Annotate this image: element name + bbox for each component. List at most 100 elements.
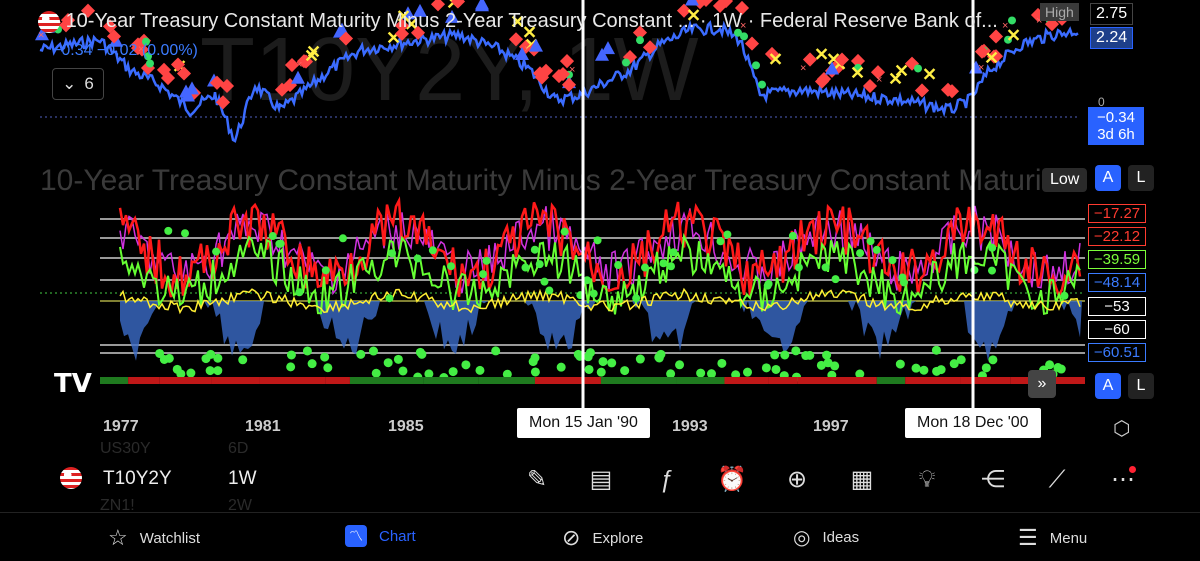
signal-dot (1056, 364, 1066, 374)
indicator-axis-label: −60.51 (1088, 343, 1146, 362)
ghost-symbol-top: US30Y (100, 440, 151, 457)
signal-dot (584, 364, 594, 374)
signal-dot (186, 368, 196, 378)
indicator-icon[interactable]: ƒ (659, 466, 673, 493)
marker-triangle (35, 27, 49, 41)
signal-dot (743, 367, 753, 377)
layout-icon[interactable]: ▦ (850, 466, 874, 493)
marker-dot (740, 32, 748, 41)
signal-dot (607, 358, 617, 368)
signal-dot (919, 365, 929, 375)
nav-menu[interactable]: ☰ Menu (1018, 525, 1087, 551)
signal-dot-upper (763, 281, 772, 290)
marker-diamond (718, 0, 734, 9)
collapse-indicators-button[interactable]: ⌄ 6 (52, 68, 104, 100)
marker-x: × (138, 43, 144, 55)
signal-dot (286, 350, 296, 360)
interval-selector[interactable]: 1W (228, 468, 257, 489)
indicator-axis-label: −39.59 (1088, 250, 1146, 269)
signal-dot (424, 369, 434, 379)
signal-dot (654, 353, 664, 363)
signal-dot (761, 363, 771, 373)
signal-dot (596, 367, 606, 377)
high-value: 2.75 (1090, 3, 1134, 25)
notes-icon[interactable]: ▤ (589, 466, 613, 493)
marker-dot (914, 64, 922, 73)
signal-dot (530, 353, 540, 363)
band-segment (1049, 377, 1085, 384)
signal-dot (213, 353, 223, 363)
pane-auto-scale-button[interactable]: A (1095, 373, 1121, 399)
chart-canvas[interactable]: T10Y2Y, 1W 10-Year Treasury Constant Mat… (0, 0, 1200, 460)
log-scale-button[interactable]: L (1128, 165, 1154, 191)
signal-dot (356, 349, 366, 359)
settings-hex-icon[interactable]: ⬡ (1113, 418, 1131, 440)
signal-dot-upper (583, 276, 592, 285)
chevron-down-icon: ⌄ (62, 74, 77, 93)
signal-dot (461, 360, 471, 370)
marker-diamond (692, 0, 708, 10)
marker-x: × (876, 74, 882, 86)
nav-watchlist[interactable]: ☆ Watchlist (108, 525, 200, 551)
signal-dot-upper (614, 261, 623, 270)
signal-dot-upper (521, 263, 530, 272)
signal-dot (213, 366, 223, 376)
ideas-bulb-icon[interactable]: 💡︎ (918, 466, 936, 493)
pane-log-scale-button[interactable]: L (1128, 373, 1154, 399)
nav-chart[interactable]: 〽 Chart (345, 525, 416, 547)
year-label: 1981 (245, 418, 281, 435)
signal-dot-upper (723, 230, 732, 239)
marker-diamond (802, 52, 818, 67)
signal-dot-upper (666, 262, 675, 271)
marker-diamond (988, 29, 1004, 44)
signal-dot (320, 352, 330, 362)
draw-icon[interactable]: ✎ (526, 466, 548, 493)
marker-diamond (508, 32, 524, 47)
watermark-title: 10-Year Treasury Constant Maturity Minus… (40, 164, 1051, 197)
nav-ideas[interactable]: ◎ Ideas (793, 525, 859, 550)
nav-explore[interactable]: ⊘ Explore (562, 525, 643, 551)
signal-dot (164, 353, 174, 363)
alert-icon[interactable]: ⏰ (717, 466, 747, 493)
marker-diamond (944, 84, 960, 99)
nav-explore-label: Explore (592, 529, 644, 547)
top-price-value: 2.24 (1090, 27, 1134, 49)
band-segment (876, 377, 906, 384)
marker-diamond (430, 0, 446, 12)
band-segment (534, 377, 601, 384)
expand-toolbar-button[interactable]: » (1028, 370, 1056, 398)
signal-dot (417, 349, 427, 359)
marker-diamond (394, 26, 410, 41)
band-segment (768, 377, 798, 384)
signal-dot-upper (821, 263, 830, 272)
low-label: Low (1042, 168, 1088, 192)
marker-diamond (642, 40, 658, 55)
signal-dot-upper (856, 249, 865, 258)
signal-dot (675, 360, 685, 370)
auto-scale-button[interactable]: A (1095, 165, 1121, 191)
hamburger-icon: ☰ (1018, 525, 1038, 550)
band-segment (100, 377, 129, 384)
signal-dot (585, 348, 595, 358)
marker-diamond (450, 0, 466, 9)
symbol-name[interactable]: T10Y2Y (103, 468, 172, 489)
chart-title[interactable]: 10-Year Treasury Constant Maturity Minus… (38, 10, 998, 33)
marker-dot (854, 63, 862, 72)
year-label: 1985 (388, 418, 424, 435)
marker-triangle (181, 88, 195, 102)
band-segment (211, 377, 260, 384)
trend-icon[interactable]: ⟋ (1048, 466, 1066, 493)
band-segment (159, 377, 212, 384)
share-icon[interactable]: ⋲ (981, 466, 1005, 493)
add-icon[interactable]: ⊕ (786, 466, 808, 493)
marker-diamond (338, 31, 354, 46)
signal-dot (307, 359, 317, 369)
ghost-interval-bottom: 2W (228, 497, 252, 514)
marker-cross: ✕ (768, 50, 783, 70)
indicator-axis-label: −17.27 (1088, 204, 1146, 223)
marker-dot (636, 36, 644, 45)
signal-dot (371, 368, 381, 378)
marker-diamond (559, 54, 575, 69)
signal-dot-upper (659, 259, 668, 268)
signal-dot-upper (164, 226, 173, 235)
